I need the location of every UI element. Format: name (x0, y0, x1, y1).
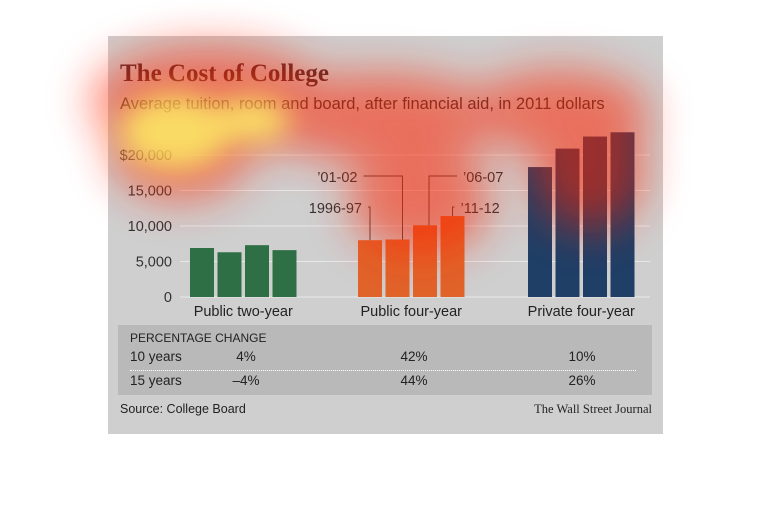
table-row: 15 years –4% 44% 26% (118, 373, 652, 397)
cell-public-four-year: 44% (400, 373, 428, 388)
callout-leader (452, 206, 455, 217)
bar (190, 248, 214, 297)
bars (190, 132, 635, 297)
bar (245, 245, 269, 297)
bar (272, 250, 297, 297)
cell-public-two-year: –4% (232, 373, 260, 388)
y-tick-label: $20,000 (120, 148, 172, 164)
category-label: Private four-year (528, 304, 635, 320)
bar-label: ’01-02 (317, 170, 357, 186)
percentage-change-table: PERCENTAGE CHANGE 10 years 4% 42% 10% 15… (118, 325, 652, 395)
table-heading: PERCENTAGE CHANGE (130, 331, 267, 345)
callout-leader (363, 175, 403, 240)
y-axis-ticks: 0 5,000 10,000 15,000 $20,000 (120, 148, 172, 306)
chart-title: The Cost of College (120, 60, 329, 87)
category-label: Public four-year (360, 304, 462, 320)
y-tick-label: 15,000 (128, 184, 172, 200)
publisher-credit: The Wall Street Journal (534, 402, 652, 416)
cell-public-four-year: 42% (400, 349, 428, 364)
cell-private-four-year: 10% (568, 349, 596, 364)
cell-public-two-year: 4% (236, 349, 256, 364)
bar (555, 148, 580, 297)
cell-private-four-year: 26% (568, 373, 596, 388)
bar (413, 225, 437, 297)
bar (385, 239, 410, 297)
bar-label: ’06-07 (463, 170, 503, 186)
category-label: Public two-year (194, 304, 293, 320)
bar (217, 252, 242, 297)
bar-label: 1996-97 (309, 201, 362, 217)
category-labels: Public two-year Public four-year Private f… (194, 304, 635, 320)
source-note: Source: College Board (120, 402, 246, 416)
bar (583, 136, 607, 297)
y-tick-label: 10,000 (128, 219, 172, 235)
bar (358, 240, 382, 297)
bar-label: ’11-12 (461, 201, 500, 217)
row-divider (130, 370, 636, 371)
y-tick-label: 0 (164, 290, 172, 306)
row-label: 10 years (130, 349, 182, 364)
chart-subtitle: Average tuition, room and board, after f… (120, 95, 605, 113)
bar (610, 132, 635, 297)
row-label: 15 years (130, 373, 182, 388)
bar-callouts: 1996-97 ’01-02 ’06-07 ’11-12 (309, 170, 503, 241)
bar (440, 216, 465, 297)
y-tick-label: 5,000 (136, 255, 172, 271)
bar (528, 167, 552, 297)
callout-leader (368, 206, 371, 241)
table-row: 10 years 4% 42% 10% (118, 349, 652, 373)
